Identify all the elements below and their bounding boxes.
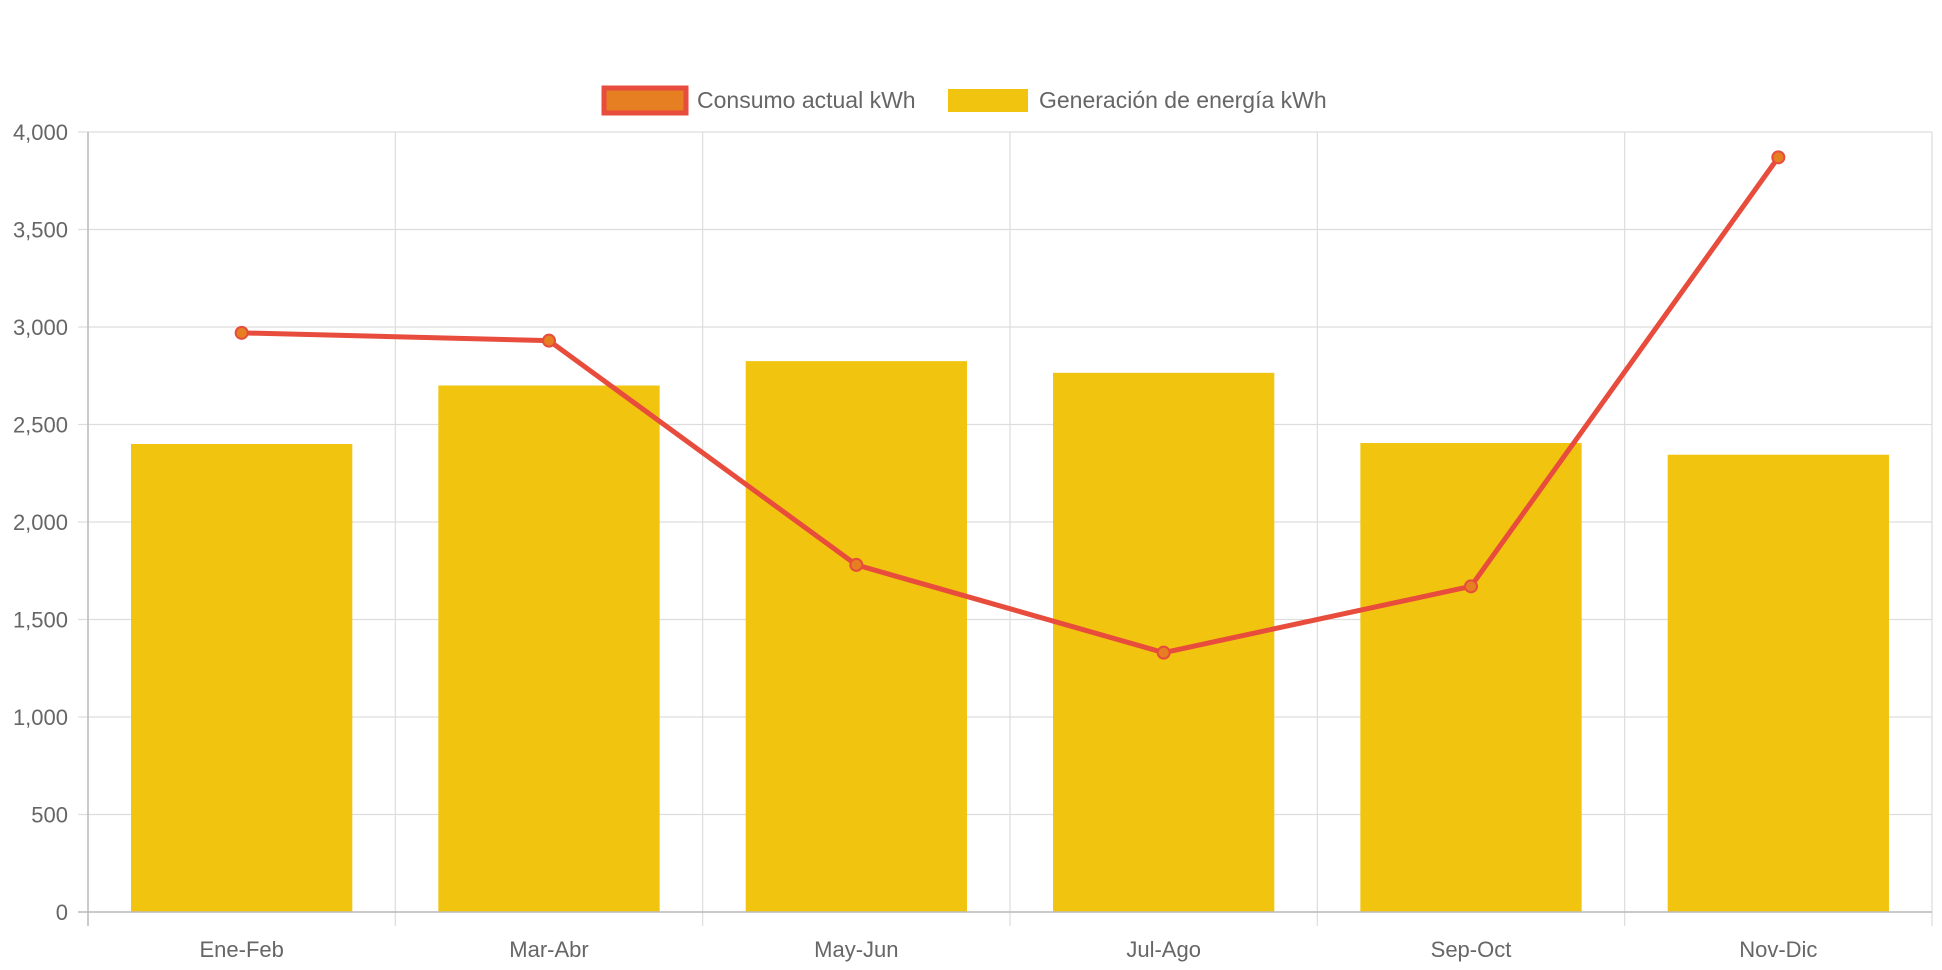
y-tick-label: 1,000 bbox=[13, 705, 68, 730]
bar-may-jun[interactable] bbox=[745, 361, 967, 912]
legend-item-consumo[interactable]: Consumo actual kWh bbox=[601, 85, 916, 116]
y-tick-label: 2,000 bbox=[13, 510, 68, 535]
point-mar-abr[interactable] bbox=[542, 333, 556, 348]
bar-mar-abr[interactable] bbox=[438, 385, 660, 913]
point-may-jun[interactable] bbox=[849, 557, 864, 572]
x-tick-label: Nov-Dic bbox=[1739, 937, 1817, 962]
x-tick-label: Jul-Ago bbox=[1126, 937, 1201, 962]
point-nov-dic[interactable] bbox=[1771, 150, 1786, 165]
bar-ene-feb[interactable] bbox=[131, 444, 353, 912]
point-sep-oct[interactable] bbox=[1464, 579, 1478, 594]
consumo-line bbox=[239, 154, 1781, 656]
legend-swatch-consumo bbox=[601, 85, 689, 116]
bar-sep-oct[interactable] bbox=[1360, 443, 1582, 912]
y-tick-label: 0 bbox=[56, 900, 68, 925]
legend-label-consumo: Consumo actual kWh bbox=[697, 87, 916, 113]
bar-jul-ago[interactable] bbox=[1053, 372, 1275, 912]
legend: Consumo actual kWh Generación de energía… bbox=[601, 85, 1327, 116]
x-tick-label: Sep-Oct bbox=[1431, 937, 1512, 962]
bar-series-generacion bbox=[131, 361, 1889, 912]
bar-nov-dic[interactable] bbox=[1667, 454, 1889, 912]
y-tick-label: 1,500 bbox=[13, 608, 68, 633]
y-tick-label: 500 bbox=[31, 803, 68, 828]
y-tick-label: 4,000 bbox=[13, 120, 68, 145]
y-tick-label: 2,500 bbox=[13, 413, 68, 438]
x-tick-label: Mar-Abr bbox=[509, 937, 588, 962]
legend-item-generacion[interactable]: Generación de energía kWh bbox=[948, 87, 1327, 113]
line-series-consumo bbox=[234, 150, 1786, 660]
point-ene-feb[interactable] bbox=[234, 325, 249, 340]
legend-swatch-generacion bbox=[948, 89, 1028, 112]
y-tick-label: 3,500 bbox=[13, 218, 68, 243]
x-tick-label: Ene-Feb bbox=[199, 937, 283, 962]
y-tick-label: 3,000 bbox=[13, 315, 68, 340]
point-jul-ago[interactable] bbox=[1156, 645, 1171, 660]
grid bbox=[78, 131, 1933, 926]
x-tick-label: May-Jun bbox=[814, 937, 898, 962]
legend-label-generacion: Generación de energía kWh bbox=[1039, 87, 1327, 113]
axes: 0 500 1,000 1,500 2,000 2,500 3,000 3,500 4,000 E… bbox=[13, 120, 1932, 962]
